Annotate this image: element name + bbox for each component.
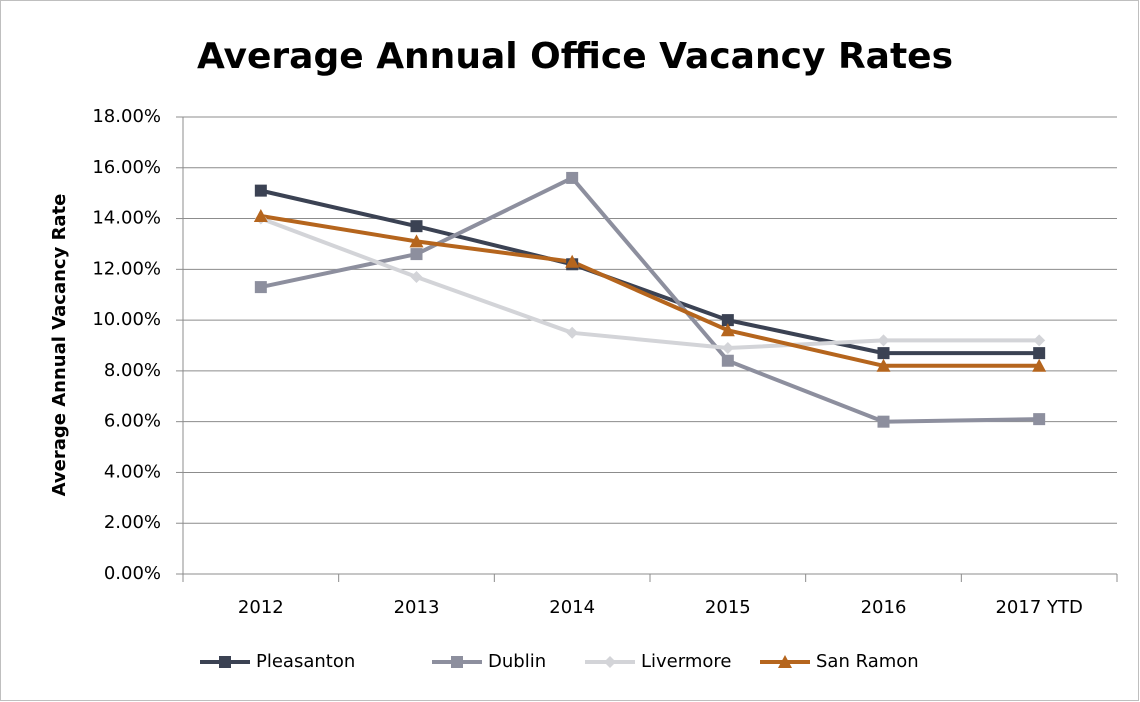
series-line: [260, 188, 1040, 356]
data-point: [1033, 347, 1046, 360]
data-point: [566, 171, 579, 184]
x-tick-label: 2014: [549, 597, 595, 618]
series-line: [260, 175, 1040, 424]
data-point: [721, 342, 734, 355]
data-point: [876, 358, 891, 372]
legend-label: San Ramon: [816, 651, 919, 672]
legend-marker: [778, 655, 792, 668]
y-tick-label: 2.00%: [104, 512, 161, 533]
data-point: [721, 314, 734, 327]
data-point: [410, 248, 423, 261]
x-tick-label: 2016: [861, 597, 907, 618]
data-point: [410, 270, 423, 283]
data-point: [877, 415, 890, 428]
data-point: [1033, 413, 1046, 426]
y-tick-label: 0.00%: [104, 563, 161, 584]
y-tick-label: 8.00%: [104, 360, 161, 381]
y-tick-label: 18.00%: [92, 106, 161, 127]
data-point: [720, 323, 735, 337]
y-tick-label: 14.00%: [92, 208, 161, 229]
data-point: [565, 254, 580, 268]
x-tick-label: 2015: [705, 597, 751, 618]
chart-title: Average Annual Office Vacancy Rates: [197, 36, 953, 77]
series-line: [260, 214, 1040, 368]
data-point: [1033, 334, 1046, 347]
data-point: [254, 281, 267, 294]
y-tick-label: 4.00%: [104, 461, 161, 482]
data-point: [877, 347, 890, 360]
legend-marker: [451, 656, 463, 668]
y-tick-label: 16.00%: [92, 157, 161, 178]
data-point: [253, 209, 268, 223]
legend-label: Livermore: [641, 651, 731, 672]
y-tick-label: 12.00%: [92, 258, 161, 279]
legend-label: Dublin: [488, 651, 546, 672]
y-tick-label: 10.00%: [92, 309, 161, 330]
x-tick-label: 2012: [238, 597, 284, 618]
data-point: [254, 184, 267, 197]
legend-marker: [219, 656, 231, 668]
y-tick-label: 6.00%: [104, 411, 161, 432]
data-point: [410, 220, 423, 233]
data-point: [877, 334, 890, 347]
series-line: [260, 216, 1040, 351]
y-axis-label: Average Annual Vacancy Rate: [49, 194, 70, 497]
x-tick-label: 2013: [394, 597, 440, 618]
data-point: [721, 354, 734, 367]
data-point: [409, 234, 424, 248]
legend-marker: [604, 656, 616, 668]
data-point: [566, 326, 579, 339]
legend-label: Pleasanton: [256, 651, 355, 672]
x-tick-label: 2017 YTD: [995, 597, 1082, 618]
data-point: [1032, 358, 1047, 372]
